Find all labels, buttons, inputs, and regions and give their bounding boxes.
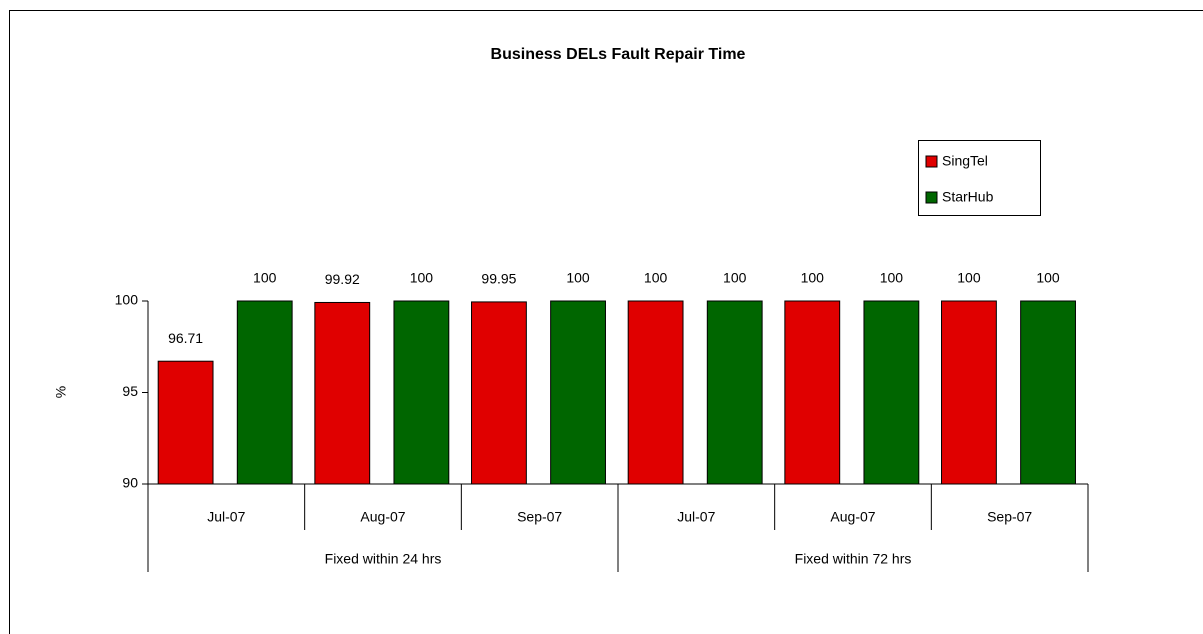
data-label: 99.92 <box>325 271 360 287</box>
bar <box>550 300 606 485</box>
legend-label: SingTel <box>942 153 988 169</box>
data-label: 100 <box>566 270 590 286</box>
x-tick-label: Sep-07 <box>987 509 1032 525</box>
y-tick-label: 95 <box>122 383 138 399</box>
bar <box>157 360 214 485</box>
data-label: 100 <box>644 270 668 286</box>
legend-swatch <box>925 191 938 204</box>
x-tick-label: Sep-07 <box>517 509 562 525</box>
bar <box>236 300 293 485</box>
data-label: 100 <box>1036 270 1060 286</box>
legend-label: StarHub <box>942 189 994 205</box>
chart-title: Business DELs Fault Repair Time <box>491 46 746 63</box>
bar <box>941 300 997 485</box>
x-tick-label: Jul-07 <box>207 509 245 525</box>
legend-box <box>918 140 1041 216</box>
x-tick-label: Jul-07 <box>677 509 715 525</box>
data-label: 99.95 <box>481 271 516 287</box>
bar <box>706 300 763 485</box>
bar <box>784 300 841 485</box>
data-label: 100 <box>253 270 277 286</box>
data-label: 100 <box>957 270 981 286</box>
x-tick-label: Aug-07 <box>360 509 405 525</box>
data-label: 100 <box>801 270 825 286</box>
x-tick-label: Aug-07 <box>830 509 875 525</box>
y-tick-label: 100 <box>115 292 139 308</box>
bar <box>627 300 684 485</box>
y-tick-label: 90 <box>122 475 138 491</box>
data-label: 100 <box>880 270 904 286</box>
chart-frame <box>9 10 1203 634</box>
group-label: Fixed within 24 hrs <box>325 551 442 567</box>
group-label: Fixed within 72 hrs <box>795 551 912 567</box>
legend-swatch <box>925 155 938 168</box>
bar <box>1020 300 1076 485</box>
bar <box>471 301 527 485</box>
data-label: 100 <box>723 270 747 286</box>
data-label: 100 <box>410 270 434 286</box>
y-axis-label: % <box>53 386 69 398</box>
bar <box>314 301 371 485</box>
bar <box>863 300 920 485</box>
bar <box>393 300 450 485</box>
data-label: 96.71 <box>168 330 203 346</box>
